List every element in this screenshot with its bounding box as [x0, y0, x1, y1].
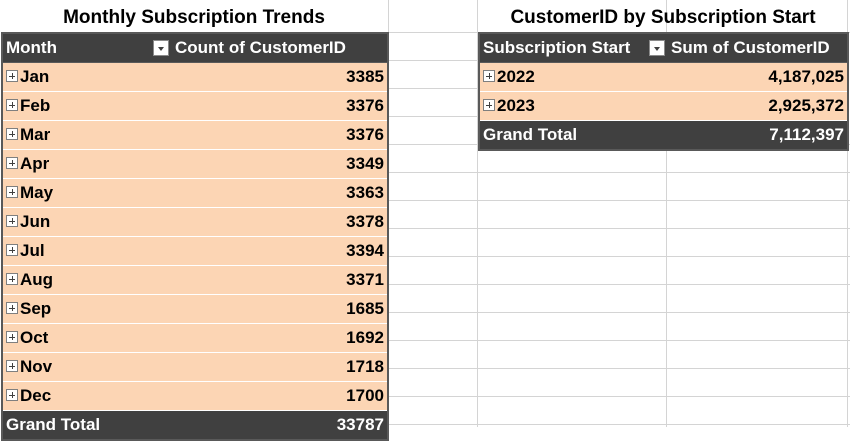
expand-icon[interactable]	[6, 70, 18, 83]
expand-icon[interactable]	[6, 302, 18, 315]
row-value: 1718	[172, 352, 388, 382]
row-value: 3371	[172, 265, 388, 295]
row-value: 3376	[172, 91, 388, 121]
grand-total-row: Grand Total 7,112,397	[479, 120, 848, 150]
row-label: Apr	[20, 154, 50, 173]
column-gridline	[477, 0, 478, 427]
row-gridline	[388, 88, 478, 89]
expand-icon[interactable]	[6, 157, 18, 170]
pivot-row-jul[interactable]: Jul 3394	[2, 236, 388, 266]
row-value: 3349	[172, 149, 388, 179]
pivot-header-row: Subscription Start Sum of CustomerID	[479, 33, 848, 63]
row-value: 3385	[172, 62, 388, 92]
row-gridline	[388, 256, 850, 257]
row-value: 1700	[172, 381, 388, 411]
row-label: Jan	[20, 67, 50, 86]
row-value: 2,925,372	[668, 91, 848, 121]
row-value: 3378	[172, 207, 388, 237]
pivot-row-mar[interactable]: Mar 3376	[2, 120, 388, 150]
pivot-row-nov[interactable]: Nov 1718	[2, 352, 388, 382]
row-label: Dec	[20, 386, 52, 405]
row-label: Jun	[20, 212, 51, 231]
pivot-row-jun[interactable]: Jun 3378	[2, 207, 388, 237]
pivot-row-dec[interactable]: Dec 1700	[2, 381, 388, 411]
count-header-label: Count of CustomerID	[175, 38, 346, 57]
row-label: Jul	[20, 241, 45, 260]
start-header-cell[interactable]: Subscription Start	[479, 33, 668, 63]
row-label: Oct	[20, 328, 49, 347]
row-gridline	[388, 200, 850, 201]
sum-header-cell[interactable]: Sum of CustomerID	[668, 33, 848, 63]
pivot-header-row: Month Count of CustomerID	[2, 33, 388, 63]
pivot-row-may[interactable]: May 3363	[2, 178, 388, 208]
row-gridline	[388, 368, 850, 369]
row-label: 2022	[497, 67, 535, 86]
row-gridline	[388, 424, 850, 425]
row-gridline	[388, 172, 850, 173]
row-value: 3376	[172, 120, 388, 150]
row-value: 1692	[172, 323, 388, 353]
expand-icon[interactable]	[483, 70, 495, 83]
pivot-row-2022[interactable]: 2022 4,187,025	[479, 62, 848, 92]
row-label: Nov	[20, 357, 53, 376]
row-gridline	[388, 312, 850, 313]
grand-total-value: 7,112,397	[668, 120, 848, 150]
row-label: 2023	[497, 96, 535, 115]
pivot-row-2023[interactable]: 2023 2,925,372	[479, 91, 848, 121]
row-value: 1685	[172, 294, 388, 324]
pivot-row-aug[interactable]: Aug 3371	[2, 265, 388, 295]
row-gridline	[388, 284, 850, 285]
pivot-table-start: Subscription Start Sum of CustomerID 202…	[478, 32, 849, 151]
row-label: Feb	[20, 96, 51, 115]
expand-icon[interactable]	[6, 128, 18, 141]
month-header-label: Month	[6, 38, 57, 57]
row-gridline	[388, 228, 850, 229]
row-gridline	[388, 116, 478, 117]
count-header-cell[interactable]: Count of CustomerID	[172, 33, 388, 63]
expand-icon[interactable]	[6, 389, 18, 402]
expand-icon[interactable]	[6, 360, 18, 373]
row-value: 4,187,025	[668, 62, 848, 92]
month-header-cell[interactable]: Month	[2, 33, 172, 63]
grand-total-row: Grand Total 33787	[2, 410, 388, 440]
grand-total-label: Grand Total	[479, 120, 668, 150]
row-value: 3394	[172, 236, 388, 266]
pivot-title-monthly: Monthly Subscription Trends	[63, 7, 325, 28]
start-header-label: Subscription Start	[483, 38, 631, 57]
expand-icon[interactable]	[483, 99, 495, 112]
row-gridline	[388, 396, 850, 397]
row-label: Mar	[20, 125, 51, 144]
row-value: 3363	[172, 178, 388, 208]
pivot-row-apr[interactable]: Apr 3349	[2, 149, 388, 179]
expand-icon[interactable]	[6, 244, 18, 257]
pivot-row-jan[interactable]: Jan 3385	[2, 62, 388, 92]
row-label: May	[20, 183, 54, 202]
pivot-row-sep[interactable]: Sep 1685	[2, 294, 388, 324]
row-label: Sep	[20, 299, 52, 318]
row-gridline	[388, 340, 850, 341]
pivot-table-monthly: Month Count of CustomerID Jan 3385 Feb 3…	[1, 32, 389, 441]
expand-icon[interactable]	[6, 331, 18, 344]
expand-icon[interactable]	[6, 99, 18, 112]
row-label: Aug	[20, 270, 54, 289]
grand-total-label: Grand Total	[2, 410, 172, 440]
pivot-row-feb[interactable]: Feb 3376	[2, 91, 388, 121]
pivot-row-oct[interactable]: Oct 1692	[2, 323, 388, 353]
dropdown-arrow-icon[interactable]	[649, 40, 665, 56]
sum-header-label: Sum of CustomerID	[671, 38, 830, 57]
grand-total-value: 33787	[172, 410, 388, 440]
dropdown-arrow-icon[interactable]	[153, 40, 169, 56]
pivot-title-start: CustomerID by Subscription Start	[510, 7, 816, 28]
expand-icon[interactable]	[6, 273, 18, 286]
row-gridline	[388, 60, 478, 61]
expand-icon[interactable]	[6, 215, 18, 228]
column-gridline	[847, 0, 848, 427]
expand-icon[interactable]	[6, 186, 18, 199]
column-gridline	[666, 0, 667, 427]
